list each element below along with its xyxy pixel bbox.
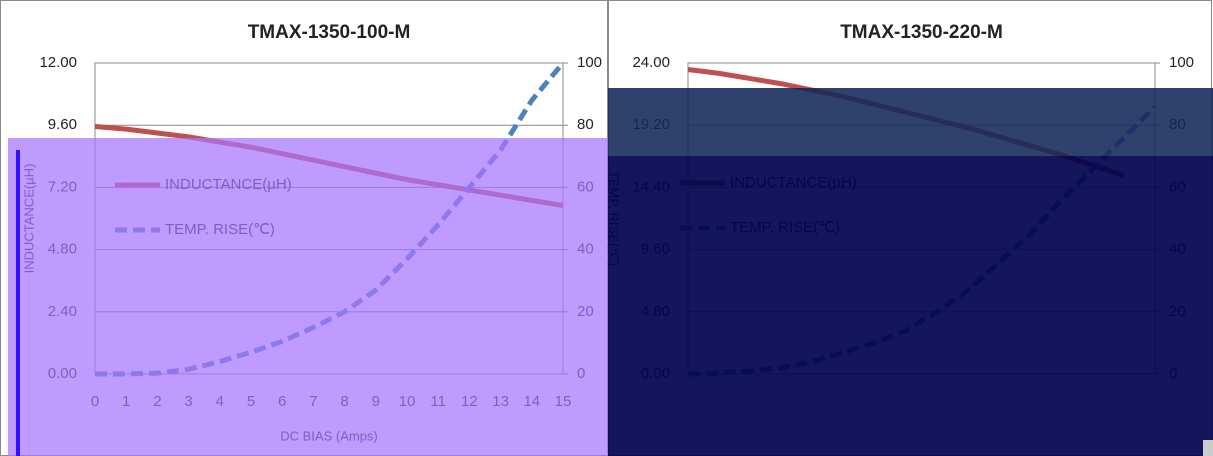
y-tick-label: 9.60 bbox=[48, 116, 77, 133]
overlay-corner bbox=[1203, 440, 1213, 456]
overlay bbox=[8, 138, 608, 456]
chart-title: TMAX-1350-220-M bbox=[840, 22, 1003, 43]
chart-title: TMAX-1350-100-M bbox=[248, 22, 411, 43]
y2-tick-label: 80 bbox=[577, 116, 594, 133]
overlay bbox=[608, 156, 1213, 456]
y2-tick-label: 100 bbox=[1169, 54, 1194, 71]
y-tick-label: 24.00 bbox=[632, 54, 670, 71]
overlay-bar bbox=[16, 150, 20, 456]
y2-tick-label: 100 bbox=[577, 54, 602, 71]
overlay bbox=[608, 88, 1213, 156]
y-tick-label: 12.00 bbox=[39, 54, 77, 71]
